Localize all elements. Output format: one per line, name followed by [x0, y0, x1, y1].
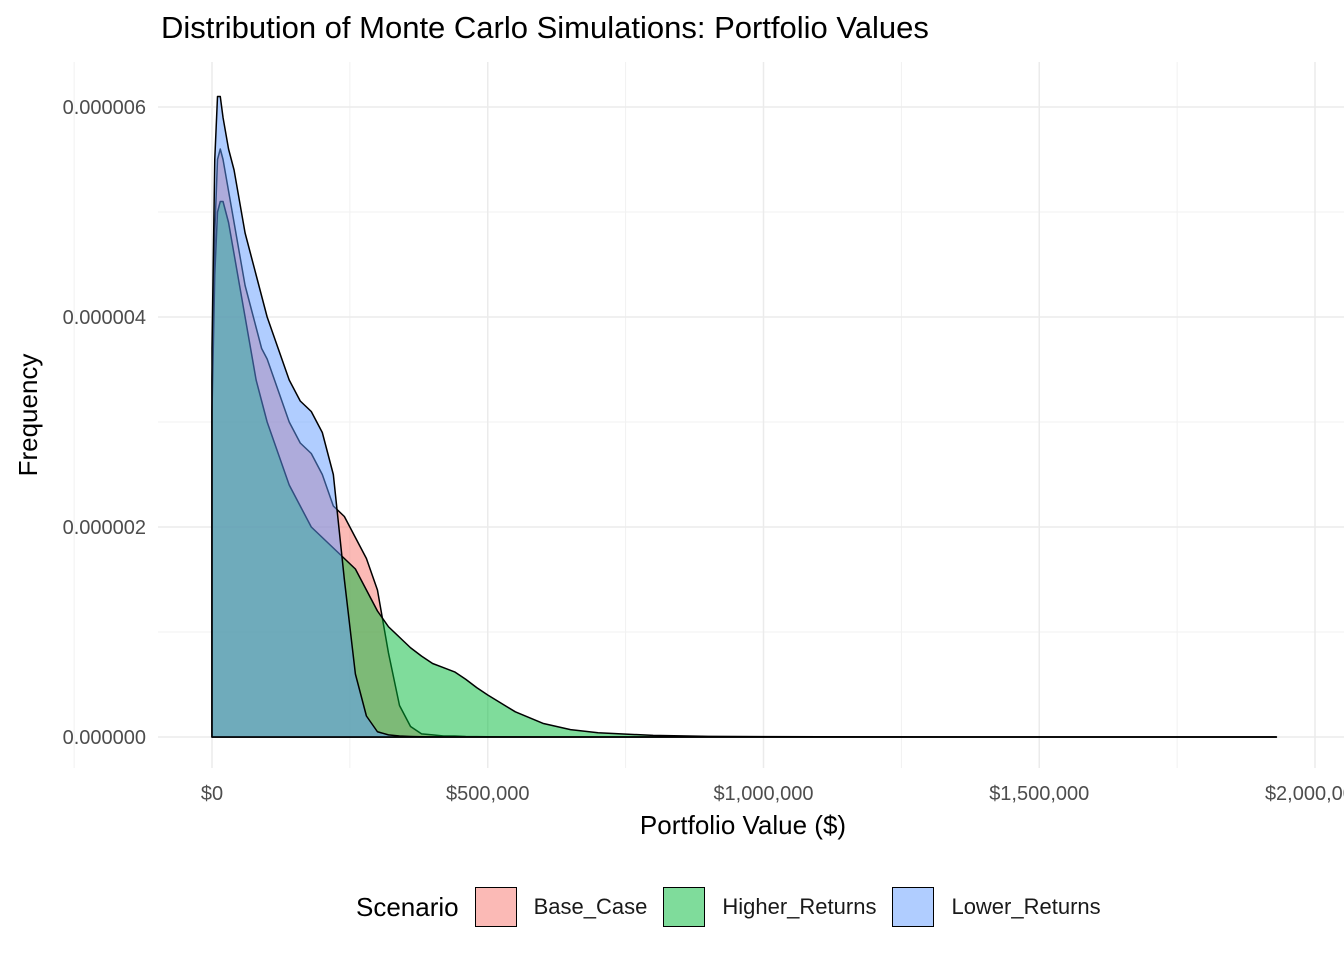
- y-axis-tick-labels: 0.000000 0.000002 0.000004 0.000006: [63, 97, 146, 749]
- legend: Scenario Base_Case Higher_Returns Lower_…: [356, 885, 1117, 929]
- legend-swatch-higher-returns: [663, 887, 706, 927]
- legend-label-lower-returns: Lower_Returns: [951, 894, 1101, 919]
- legend-item-lower-returns: Lower_Returns: [892, 887, 1101, 927]
- legend-item-base-case: Base_Case: [474, 887, 648, 927]
- y-tick-label: 0.000004: [63, 307, 146, 329]
- x-axis-tick-labels: $0 $500,000 $1,000,000 $1,500,000 $2,000,000: [201, 783, 1344, 805]
- chart-title: Distribution of Monte Carlo Simulations:…: [161, 10, 929, 45]
- y-tick-label: 0.000000: [63, 727, 146, 749]
- x-tick-label: $1,500,000: [989, 783, 1089, 805]
- legend-item-higher-returns: Higher_Returns: [663, 887, 876, 927]
- density-area-higher-returns: [211, 200, 1278, 738]
- legend-label-base-case: Base_Case: [533, 894, 648, 919]
- x-tick-label: $500,000: [446, 783, 529, 805]
- density-areas: [211, 95, 1278, 738]
- x-tick-label: $1,000,000: [713, 783, 813, 805]
- y-tick-label: 0.000002: [63, 517, 146, 539]
- legend-label-higher-returns: Higher_Returns: [722, 894, 877, 919]
- x-axis-title: Portfolio Value ($): [640, 810, 846, 840]
- legend-swatch-base-case: [474, 887, 517, 927]
- y-tick-label: 0.000006: [63, 97, 146, 119]
- legend-title: Scenario: [356, 891, 459, 922]
- y-axis-title: Frequency: [13, 354, 43, 477]
- x-tick-label: $2,000,000: [1265, 783, 1344, 805]
- legend-swatch-lower-returns: [892, 887, 935, 927]
- density-area-lower-returns: [211, 95, 1278, 738]
- x-tick-label: $0: [201, 783, 223, 805]
